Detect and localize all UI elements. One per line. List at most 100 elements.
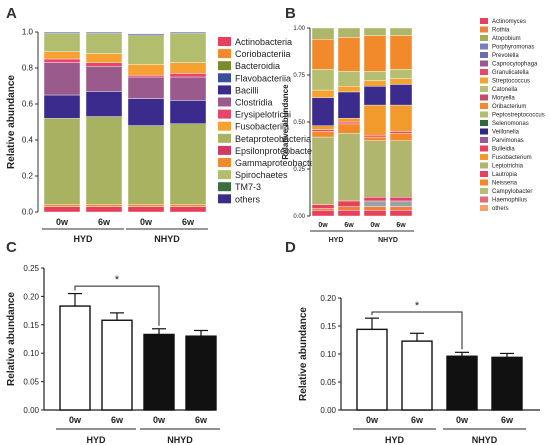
y-tick-label: 0.15 <box>320 322 336 331</box>
y-tick-label: 0.20 <box>23 292 39 301</box>
y-tick-label: 0.10 <box>320 350 336 359</box>
bar-segment-rothia <box>337 206 361 211</box>
legend-label: others <box>492 206 509 212</box>
bar-segment-clostridia <box>127 76 165 99</box>
x-tick-label: 0w <box>318 222 328 229</box>
bar-segment-streptococcus <box>363 80 387 87</box>
bar-segment-fusobacterium <box>337 123 361 134</box>
group-label: NHYD <box>378 237 398 244</box>
bar-segment-bacilli <box>85 91 123 117</box>
legend-swatch <box>218 109 231 119</box>
bar-segment-neisseria <box>389 140 413 198</box>
y-tick-label: 0.0 <box>22 208 34 217</box>
bar <box>491 356 523 411</box>
legend-swatch <box>218 61 231 71</box>
legend-label: Leptotrichia <box>492 164 524 170</box>
bar-segment-atopobium <box>389 200 413 207</box>
group-label: HYD <box>385 435 405 445</box>
y-tick-label: 0.25 <box>23 264 39 273</box>
bar-segment-spirochaetes <box>127 35 165 65</box>
y-tick-label: 0.20 <box>320 294 336 303</box>
legend-label: Campylobacter <box>492 189 532 195</box>
y-tick-label: 1.00 <box>293 26 305 32</box>
legend-swatch <box>218 73 231 83</box>
legend-label: Atopobium <box>492 36 521 42</box>
bar-segment-spirochaetes <box>85 33 123 54</box>
legend-swatch <box>218 85 231 95</box>
legend-label: Erysipelotrichi <box>235 110 291 120</box>
legend-label: Epsilonproteobacteria <box>235 146 322 156</box>
legend-swatch <box>218 158 231 167</box>
legend-label: Fusobacteriia <box>235 122 289 132</box>
panel-label-a: A <box>6 5 17 22</box>
bar-segment-streptococcus <box>311 89 335 98</box>
x-tick-label: 0w <box>69 415 82 425</box>
bar-segment-coriobacteriia <box>127 204 165 207</box>
panel-c-bar-chart: 0.00 0.05 0.10 0.15 0.20 0.25 Relative abundan… <box>6 264 220 445</box>
bar-segment-veillonella <box>311 97 335 126</box>
legend-label: Streptococcus <box>492 79 530 85</box>
bar-segment-betaproteobacteria <box>169 123 207 206</box>
bar-segment-others <box>363 27 387 36</box>
x-tick-label: 6w <box>501 415 514 425</box>
legend-swatch <box>218 170 231 180</box>
bar-segment-actinobacteria <box>169 206 207 213</box>
bar-segment-veillonella <box>389 84 413 106</box>
legend-swatch <box>480 137 488 143</box>
bar-segment-haemophilus <box>311 69 335 91</box>
bar-segment-others <box>311 27 335 40</box>
bar-segment-porphyromonas <box>337 121 361 125</box>
y-axis-label: Relative abundance <box>6 75 17 169</box>
bar-segment-veillonella <box>363 86 387 106</box>
y-tick-label: 0.00 <box>320 406 336 415</box>
legend-label: Prevotella <box>492 53 519 59</box>
bar-segment-spirochaetes <box>169 33 207 63</box>
legend-swatch <box>480 86 488 92</box>
y-axis-label: Relative abundance <box>6 292 17 386</box>
bar-segment-coriobacteriia <box>169 204 207 207</box>
y-tick-label: 0.10 <box>23 349 39 358</box>
x-tick-label: 0w <box>140 217 153 227</box>
legend-swatch <box>480 43 488 50</box>
legend-swatch <box>480 18 488 24</box>
bar-segment-haemophilus <box>389 69 413 79</box>
bar-segment-coriobacteriia <box>85 204 123 207</box>
bar-segment-clostridia <box>169 76 207 101</box>
legend-label: others <box>235 194 261 204</box>
y-tick-label: 1.0 <box>22 28 34 37</box>
legend-label: Betaproteobacteria <box>235 134 311 144</box>
legend-label: Bacteroidia <box>235 61 280 71</box>
legend-label: TM7-3 <box>235 182 261 192</box>
x-tick-label: 6w <box>411 415 424 425</box>
legend-swatch <box>480 162 488 169</box>
bar-segment-others <box>127 33 165 35</box>
bar-segment-betaproteobacteria <box>85 116 123 205</box>
bar-segment-fusobacteriia <box>169 62 207 74</box>
legend-swatch <box>480 26 488 33</box>
panel-label-b: B <box>285 5 296 22</box>
legend-label: Rothia <box>492 28 510 34</box>
legend-label: Parvimonas <box>492 138 524 144</box>
x-tick-label: 0w <box>370 222 380 229</box>
bar-segment-bacilli <box>43 94 81 119</box>
bar-segment-betaproteobacteria <box>127 125 165 205</box>
legend-swatch <box>218 49 231 59</box>
group-label: HYD <box>73 234 93 244</box>
bar-segment-neisseria <box>311 136 335 205</box>
panel-a-stacked-bar-chart: 0.0 0.2 0.4 0.6 0.8 1.0 Relative abundance 0w 6w… <box>6 28 325 244</box>
legend-swatch <box>480 35 488 41</box>
bar-segment-actinobacteria <box>43 206 81 213</box>
y-tick-label: 0.05 <box>23 378 39 387</box>
legend-label: Veillonella <box>492 130 520 136</box>
bar-segment-campylobacter <box>363 35 387 72</box>
legend-swatch <box>480 179 488 186</box>
bar-segment-coriobacteriia <box>43 204 81 207</box>
group-label: NHYD <box>472 435 498 445</box>
y-tick-label: 0.00 <box>293 214 305 220</box>
bar-segment-fusobacteriia <box>85 53 123 63</box>
y-tick-label: 0.25 <box>293 167 305 173</box>
legend-label: Peptostreptococcus <box>492 113 545 119</box>
y-tick-label: 0.4 <box>22 136 34 145</box>
bar-segment-others <box>43 31 81 34</box>
bar-segment-campylobacter <box>389 35 413 70</box>
